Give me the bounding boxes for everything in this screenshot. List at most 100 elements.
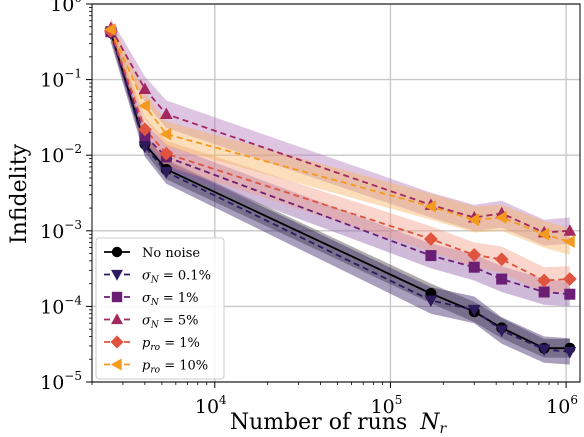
legend-entry: σN = 1% bbox=[142, 291, 199, 308]
x-axis-label-symbol-sub: r bbox=[439, 421, 447, 437]
legend-entry: pro = 1% bbox=[142, 336, 200, 353]
legend-symbol: p bbox=[142, 336, 151, 351]
marker-series-2 bbox=[564, 288, 576, 300]
y-axis-label: Infidelity bbox=[7, 143, 32, 244]
line-series-1 bbox=[109, 33, 570, 353]
x-tick-exp: 4 bbox=[219, 393, 227, 407]
y-tick-exp: 0 bbox=[74, 0, 82, 5]
marker-series-2 bbox=[425, 250, 437, 262]
legend-symbol-sub: N bbox=[150, 276, 160, 286]
legend-symbol: σ bbox=[142, 314, 152, 329]
legend-symbol-sub: N bbox=[150, 298, 160, 308]
marker-series-5 bbox=[424, 200, 436, 213]
marker-series-4 bbox=[562, 272, 577, 286]
band-series-0 bbox=[110, 25, 570, 358]
legend-symbol: σ bbox=[142, 269, 152, 284]
marker-series-1 bbox=[495, 325, 509, 338]
band-series-3 bbox=[110, 18, 570, 246]
y-tick-base: 10 bbox=[40, 145, 64, 167]
marker-series-1 bbox=[160, 167, 173, 179]
y-tick-base: 10 bbox=[40, 372, 64, 394]
legend-box bbox=[95, 237, 225, 380]
marker-series-4 bbox=[138, 122, 152, 137]
marker-series-3 bbox=[138, 82, 152, 94]
y-tick-label: 10−2 bbox=[40, 142, 82, 167]
y-tick-base: 10 bbox=[40, 296, 64, 318]
y-tick-label: 100 bbox=[50, 0, 82, 16]
marker-series-5 bbox=[495, 211, 507, 224]
legend-swatch-marker bbox=[110, 358, 122, 371]
marker-series-1 bbox=[467, 304, 481, 317]
marker-series-4 bbox=[159, 146, 174, 161]
x-tick-label: 106 bbox=[546, 393, 578, 418]
legend-suffix: = 5% bbox=[159, 314, 199, 329]
legend-symbol-sub: ro bbox=[150, 343, 160, 353]
marker-series-3 bbox=[160, 107, 173, 120]
y-tick-exp: −5 bbox=[64, 369, 82, 383]
marker-series-5 bbox=[467, 213, 480, 227]
y-tick-label: 10−4 bbox=[40, 293, 82, 318]
x-tick-label: 104 bbox=[195, 393, 227, 418]
legend-entry: pro = 10% bbox=[142, 359, 208, 376]
y-tick-label: 10−3 bbox=[40, 218, 82, 243]
legend-suffix: = 1% bbox=[160, 336, 200, 351]
marker-series-1 bbox=[537, 344, 551, 356]
marker-series-3 bbox=[563, 224, 577, 236]
x-tick-base: 10 bbox=[371, 396, 395, 418]
legend-suffix: = 1% bbox=[159, 291, 199, 306]
y-tick-exp: −1 bbox=[64, 67, 82, 81]
y-tick-label: 10−1 bbox=[40, 67, 82, 92]
y-tick-base: 10 bbox=[50, 0, 74, 16]
legend-suffix: = 10% bbox=[160, 359, 208, 374]
series-markers bbox=[103, 21, 577, 359]
band-series-1 bbox=[110, 24, 570, 365]
marker-series-5 bbox=[104, 23, 116, 36]
y-tick-exp: −4 bbox=[64, 293, 82, 307]
legend-symbol: σ bbox=[142, 291, 152, 306]
x-axis-label: Number of runs Nr bbox=[230, 410, 448, 437]
legend-entry: σN = 5% bbox=[142, 314, 199, 331]
legend-symbol-sub: N bbox=[150, 321, 160, 331]
band-series-4 bbox=[110, 22, 570, 294]
marker-series-5 bbox=[537, 227, 550, 241]
marker-series-5 bbox=[159, 127, 172, 141]
marker-series-5 bbox=[138, 99, 150, 113]
marker-series-1 bbox=[138, 141, 152, 154]
legend-swatch-marker bbox=[111, 269, 123, 281]
marker-series-2 bbox=[496, 273, 508, 285]
marker-series-4 bbox=[467, 248, 482, 262]
x-axis-ticks: 104 105 106 bbox=[91, 382, 578, 418]
legend-symbol: p bbox=[142, 359, 151, 374]
marker-series-1 bbox=[424, 295, 438, 308]
x-tick-base: 10 bbox=[546, 396, 570, 418]
y-tick-base: 10 bbox=[40, 70, 64, 92]
x-tick-label: 105 bbox=[371, 393, 403, 418]
x-tick-base: 10 bbox=[195, 396, 219, 418]
legend-suffix: = 0.1% bbox=[159, 269, 211, 284]
plot-frame bbox=[91, 3, 581, 383]
legend-swatch-marker bbox=[110, 335, 124, 349]
legend-suffix: No noise bbox=[142, 246, 200, 261]
y-tick-exp: −3 bbox=[64, 218, 82, 232]
y-tick-exp: −2 bbox=[64, 142, 82, 156]
legend-symbol-sub: ro bbox=[150, 366, 160, 376]
marker-series-4 bbox=[537, 273, 552, 288]
x-axis-label-text: Number of runs bbox=[230, 410, 407, 435]
y-tick-label: 10−5 bbox=[40, 369, 82, 394]
marker-series-2 bbox=[468, 261, 480, 273]
band-series-5 bbox=[110, 20, 570, 255]
marker-series-4 bbox=[424, 232, 438, 246]
y-tick-base: 10 bbox=[40, 221, 64, 243]
x-axis-label-symbol: N bbox=[419, 410, 440, 435]
line-series-5 bbox=[109, 29, 571, 243]
x-tick-exp: 5 bbox=[395, 393, 403, 407]
y-axis-ticks: 10010−110−210−310−410−5 bbox=[40, 0, 92, 394]
legend-swatch-marker bbox=[111, 246, 123, 258]
legend-entry: No noise bbox=[142, 246, 200, 261]
legend-swatch-marker bbox=[111, 291, 123, 303]
legend-swatch-marker bbox=[111, 313, 123, 325]
marker-series-4 bbox=[494, 252, 509, 267]
legend-entry: σN = 0.1% bbox=[142, 269, 211, 286]
